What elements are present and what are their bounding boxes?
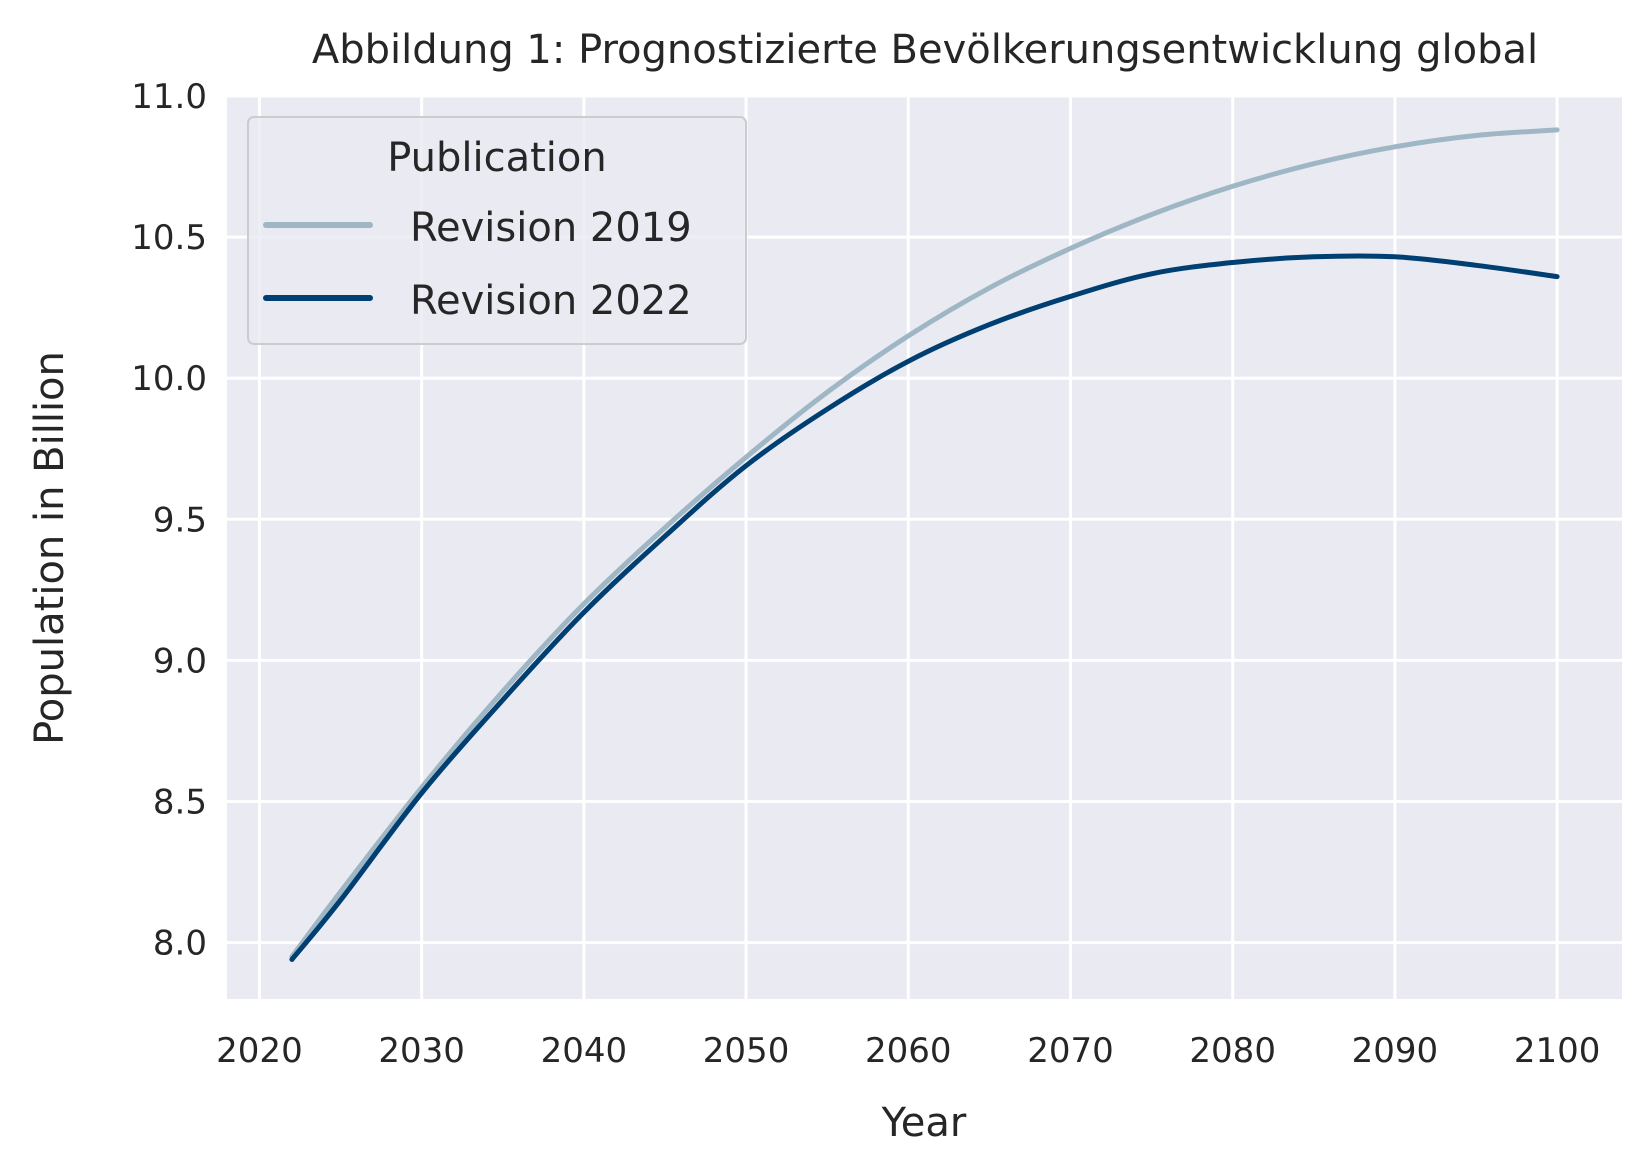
series-line-revision-2022 [289, 253, 1560, 962]
chart-title: Abbildung 1: Prognostizierte Bevölkerung… [312, 27, 1538, 73]
y-tick-label: 10.0 [131, 359, 207, 399]
legend-box [247, 116, 747, 345]
x-axis-label: Year [881, 1100, 967, 1146]
x-tick-label: 2100 [1514, 1031, 1601, 1071]
series-lines [289, 127, 1560, 962]
x-tick-label: 2060 [865, 1031, 952, 1071]
legend-label-revision-2019: Revision 2019 [410, 205, 692, 251]
x-tick-label: 2030 [378, 1031, 465, 1071]
y-tick-label: 8.5 [153, 782, 207, 822]
x-tick-label: 2050 [703, 1031, 790, 1071]
y-tick-label: 9.0 [153, 641, 207, 681]
x-tick-labels: 2020 2030 2040 2050 2060 2070 2080 2090 2100 [216, 1031, 1600, 1071]
series-line-revision-2019 [289, 127, 1560, 960]
x-tick-label: 2020 [216, 1031, 303, 1071]
legend: Publication Revision 2019 Revision 2022 [247, 116, 747, 345]
x-tick-label: 2090 [1352, 1031, 1439, 1071]
x-tick-label: 2080 [1189, 1031, 1276, 1071]
y-tick-label: 8.0 [153, 924, 207, 964]
x-tick-label: 2040 [541, 1031, 628, 1071]
y-tick-label: 10.5 [131, 218, 207, 258]
legend-label-revision-2022: Revision 2022 [410, 278, 692, 324]
x-tick-label: 2070 [1027, 1031, 1114, 1071]
y-tick-labels: 8.0 8.5 9.0 9.5 10.0 10.5 11.0 [131, 77, 207, 964]
y-tick-label: 9.5 [153, 500, 207, 540]
y-axis-label: Population in Billion [27, 351, 73, 745]
legend-title: Publication [387, 135, 607, 181]
y-tick-label: 11.0 [131, 77, 207, 117]
